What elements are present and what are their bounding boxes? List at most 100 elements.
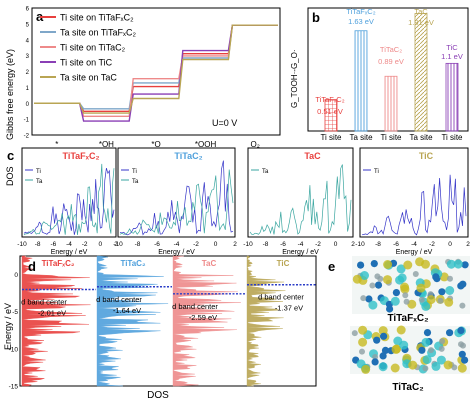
panel-b-xtick-label: Ta site — [409, 133, 433, 142]
structure-atom — [396, 264, 406, 274]
structure-atom — [421, 301, 431, 311]
panel-b-value-label: 1.1 eV — [441, 52, 463, 61]
structure-atom — [403, 298, 410, 305]
panel-c-xtick-label: -2 — [429, 241, 435, 248]
panel-c-series-line — [119, 160, 234, 236]
structure-titafxc2-label: TiTaFₓC₂ — [387, 313, 428, 324]
panel-b-bar — [354, 30, 368, 132]
panel-a-ytick-label: 5 — [26, 22, 30, 28]
panel-c-xtick-label: -4 — [298, 241, 304, 248]
panel-b-letter: b — [312, 10, 320, 25]
panel-b-series-name: TiTaFₓC₂ — [346, 7, 375, 16]
panel-b-value-label: 0.89 eV — [378, 57, 404, 66]
panel-c-subplot: TiTaFₓC₂ Ti Ta -10 -8 -6 -4 -2 0 2 Energy / eV — [17, 147, 118, 256]
panel-c-xtick-label: -6 — [154, 241, 160, 248]
panel-c-legend-label: Ta — [36, 179, 43, 185]
structure-atom — [361, 364, 371, 374]
structure-atom — [368, 300, 378, 310]
panel-c-xlabel: Energy / eV — [51, 249, 88, 256]
panel-c-xtick-label: -8 — [135, 241, 141, 248]
structure-atom — [437, 297, 444, 304]
structure-atom — [428, 347, 434, 354]
panel-d-ytick-label: -15 — [9, 384, 19, 391]
panel-c-xtick-label: 0 — [334, 241, 338, 248]
structure-atom — [357, 261, 365, 269]
panel-c-xtick-label: -8 — [35, 241, 41, 248]
structure-atom — [358, 325, 368, 335]
panel-c-xtick-label: -6 — [280, 241, 286, 248]
structure-atom — [453, 259, 463, 269]
structure-atom — [371, 358, 379, 366]
structure-atom — [395, 275, 405, 285]
structure-atom — [360, 271, 369, 280]
panel-d-dos-fill — [172, 255, 241, 387]
panel-c-subplot-title: TiTaFₓC₂ — [63, 151, 100, 161]
panel-d-dband-value: -1.37 eV — [275, 304, 303, 313]
panel-d-axis-ticks: -15 -10 -5 0 — [9, 272, 19, 390]
panel-a-legend: Ti site on TiTaFₓC₂ Ta site on TiTaFₓC₂ Ti… — [40, 13, 136, 83]
structure-atom — [402, 292, 409, 299]
panel-b-xtick-label: Ti site — [320, 133, 342, 142]
panel-a-ytick-label: 4 — [26, 38, 30, 44]
structure-atom — [445, 286, 455, 295]
structure-atom — [418, 296, 425, 303]
panel-d-dband-label: d band center — [21, 298, 67, 307]
panel-c-xtick-label: -10 — [17, 241, 27, 248]
structure-titac2-image — [350, 325, 470, 374]
panel-d-dband-value: -1.64 eV — [113, 306, 141, 315]
panel-c-xtick-label: 2 — [351, 241, 355, 248]
panel-b: b G_TOOH·-G_O· Ti site TiTaFₓC₂ 0.51 eV Ta … — [290, 7, 469, 142]
structure-atom — [447, 275, 453, 282]
panel-c-xtick-label: -4 — [411, 241, 417, 248]
panel-b-value-label: 0.51 eV — [317, 107, 343, 116]
structure-atom — [426, 295, 436, 305]
structure-atom — [457, 326, 465, 335]
panel-c-legend-label: Ti — [132, 169, 137, 175]
panel-c-subplot-title: TaC — [304, 151, 321, 161]
panel-c-xtick-label: -10 — [113, 241, 123, 248]
structure-atom — [443, 360, 453, 370]
structure-atom — [359, 348, 365, 355]
panel-c-subplot-title: TiTaC₂ — [174, 151, 202, 161]
structure-atom — [396, 325, 406, 335]
panel-c-xtick-label: 0 — [448, 241, 452, 248]
structure-atom — [390, 363, 400, 373]
structure-atom — [412, 271, 419, 277]
structure-atom — [421, 259, 430, 269]
panel-a-legend-label: Ti site on TiTaC₂ — [60, 43, 126, 53]
panel-c-series-line — [361, 174, 467, 236]
panel-c: c DOS TiTaFₓC₂ Ti Ta -10 -8 -6 -4 -2 0 2 Energy / … — [5, 147, 470, 256]
panel-b-ylabel: G_TOOH·-G_O· — [290, 49, 299, 108]
panel-d-frame — [19, 255, 317, 387]
structure-atom — [438, 288, 446, 296]
structure-atom — [438, 345, 445, 352]
structure-atom — [444, 297, 454, 307]
panel-d-dband-value: -2.59 eV — [189, 313, 217, 322]
panel-b-bar — [445, 62, 459, 132]
panel-d-series-title: TiTaFₓC₂ — [42, 259, 75, 268]
panel-c-legend-label: Ti — [374, 169, 379, 175]
panel-c-xlabel: Energy / eV — [396, 249, 433, 256]
panel-d-dos-fill — [246, 255, 286, 387]
panel-c-xtick-label: -4 — [66, 241, 72, 248]
structure-atom — [381, 346, 390, 354]
panel-c-xtick-label: 0 — [214, 241, 218, 248]
structure-atom — [423, 329, 432, 337]
panel-d-dos-fill — [96, 255, 169, 387]
panel-c-series-line — [23, 163, 115, 236]
structure-atom — [408, 360, 418, 370]
panel-a-ytick-label: 6 — [26, 7, 30, 13]
structure-atom — [373, 336, 381, 344]
structure-atom — [379, 352, 387, 360]
panel-c-xtick-label: -4 — [174, 241, 180, 248]
panel-c-xlabel: Energy / eV — [282, 249, 319, 256]
structure-atom — [365, 295, 373, 303]
panel-b-value-label: 1.63 eV — [348, 17, 374, 26]
panel-a-legend-label: Ti site on TiTaFₓC₂ — [60, 13, 134, 23]
panel-a-ytick-label: -1 — [24, 118, 30, 124]
panel-d-letter: d — [28, 259, 36, 274]
structure-atom — [358, 337, 368, 347]
panel-c-xtick-label: -2 — [193, 241, 199, 248]
